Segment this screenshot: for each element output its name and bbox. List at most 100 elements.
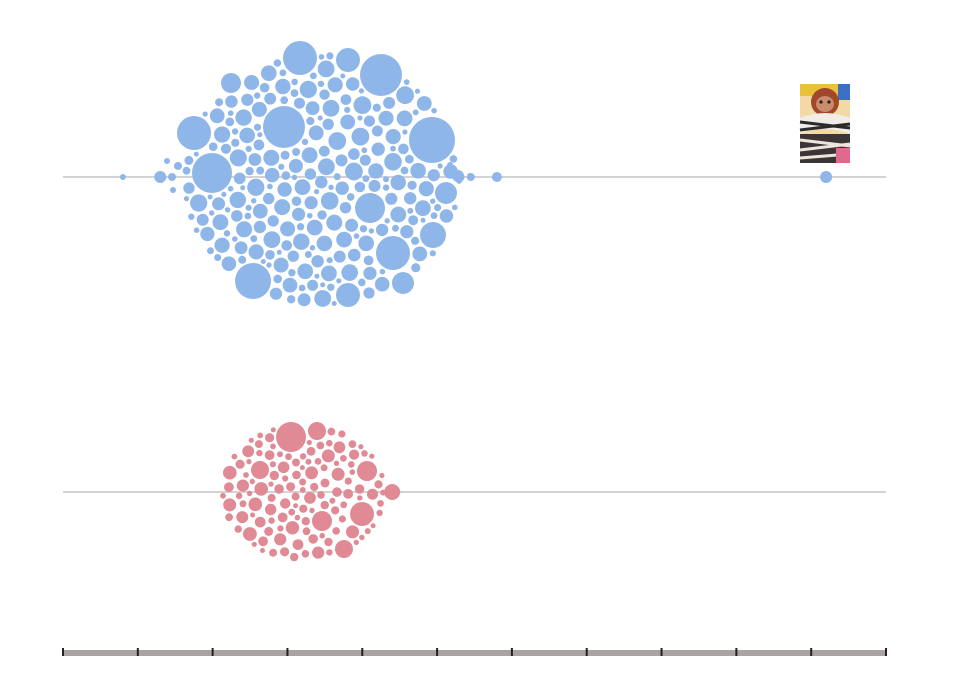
blue-bubble (362, 175, 370, 183)
pink-bubble (304, 492, 316, 504)
blue-bubble (315, 176, 328, 189)
blue-bubble (183, 182, 195, 194)
blue-bubble (290, 89, 299, 97)
blue-bubble (232, 236, 238, 242)
blue-bubble (214, 126, 231, 143)
blue-bubble (207, 194, 213, 200)
blue-bubble (235, 109, 252, 126)
blue-outlier-bubble (491, 172, 502, 182)
blue-bubble (317, 115, 323, 121)
pink-swarm (220, 422, 401, 562)
blue-bubble (353, 96, 372, 115)
blue-bubble (193, 151, 199, 157)
blue-bubble (390, 174, 406, 191)
blue-bubble (374, 276, 390, 292)
pink-bubble (326, 439, 333, 447)
pink-bubble (299, 465, 305, 471)
blue-bubble (291, 174, 298, 180)
row-baselines (63, 176, 886, 493)
blue-bubble (281, 171, 291, 180)
blue-bubble (368, 179, 381, 192)
pink-bubble (274, 533, 287, 546)
pink-bubble (333, 460, 340, 466)
pink-bubble (346, 525, 359, 539)
pink-bubble (349, 449, 360, 460)
pink-bubble (367, 488, 378, 500)
pink-bubble (338, 430, 346, 438)
pink-bubble (267, 493, 276, 502)
pink-bubble (314, 458, 322, 465)
blue-bubble (427, 169, 440, 182)
pink-bubble (357, 461, 377, 481)
annotation-image[interactable] (799, 84, 851, 163)
pink-bubble (268, 481, 274, 487)
pink-bubble (353, 539, 359, 546)
blue-bubble (196, 213, 209, 226)
pink-bubble (254, 482, 268, 496)
pink-bubble (317, 491, 325, 499)
blue-bubble (299, 80, 317, 98)
blue-bubble (253, 123, 262, 131)
blue-bubble (430, 198, 436, 204)
pink-bubble (291, 492, 300, 501)
blue-bubble (227, 185, 234, 192)
blue-bubble (236, 221, 253, 238)
blue-bubble (231, 128, 239, 135)
pink-bubble (308, 534, 319, 544)
portrait-corner-accent (838, 84, 850, 100)
blue-bubble (333, 250, 346, 263)
pink-bubble (258, 536, 268, 547)
blue-bubble (282, 277, 298, 293)
pink-bubble (326, 549, 333, 556)
blue-bubble (407, 180, 417, 190)
pink-bubble (316, 441, 325, 450)
blue-bubble (310, 72, 317, 80)
blue-bubble (244, 75, 260, 90)
blue-bubble (333, 173, 341, 181)
pink-bubble (301, 517, 310, 526)
blue-bubble (280, 96, 289, 105)
x-axis (62, 648, 887, 656)
blue-bubble (467, 173, 473, 179)
portrait-collar-stripes (799, 120, 851, 132)
blue-bubble (229, 191, 246, 209)
blue-bubble (316, 235, 333, 252)
blue-swarm (119, 41, 833, 307)
pink-bubble (280, 498, 291, 509)
blue-bubble (223, 230, 231, 237)
blue-bubble (390, 145, 396, 152)
blue-bubble (384, 153, 402, 171)
blue-bubble (214, 254, 222, 261)
blue-bubble (336, 48, 360, 72)
blue-bubble (434, 204, 442, 212)
pink-bubble (299, 487, 306, 493)
blue-bubble (382, 184, 390, 191)
blue-bubble (431, 107, 437, 114)
blue-bubble (371, 125, 383, 137)
blue-bubble (273, 59, 282, 67)
pink-bubble (335, 540, 353, 558)
blue-bubble (335, 154, 348, 167)
blue-bubble (264, 92, 277, 105)
pink-bubble (320, 478, 330, 488)
pink-bubble (246, 459, 252, 465)
blue-bubble (321, 265, 337, 282)
blue-bubble (281, 240, 293, 251)
blue-bubble (273, 257, 289, 273)
blue-bubble (326, 52, 334, 60)
blue-bubble (420, 217, 426, 223)
blue-bubble (212, 214, 229, 231)
blue-bubble (415, 200, 431, 217)
pink-bubble (344, 477, 352, 485)
blue-bubble (168, 173, 176, 181)
blue-bubble (416, 96, 432, 111)
blue-bubble (298, 284, 306, 292)
blue-bubble (385, 129, 401, 145)
pink-bubble (340, 455, 347, 462)
blue-bubble (331, 301, 337, 306)
pink-bubble (338, 515, 346, 523)
portrait-face (816, 96, 834, 112)
pink-bubble (254, 440, 263, 449)
blue-bubble (244, 212, 252, 220)
blue-bubble (326, 257, 333, 264)
